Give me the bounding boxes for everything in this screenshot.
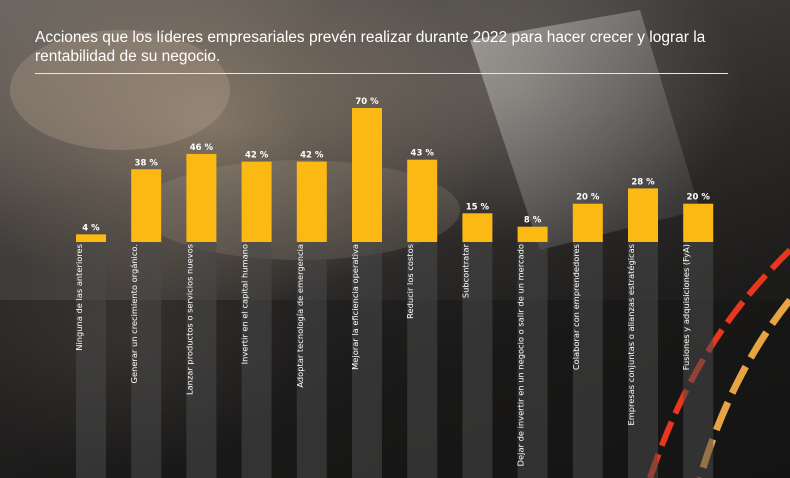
bar-shadow — [76, 242, 106, 478]
bar — [352, 108, 382, 242]
value-label: 20 % — [576, 193, 600, 203]
bar-shadow — [352, 242, 382, 478]
bar — [462, 213, 493, 242]
value-label: 15 % — [466, 202, 490, 212]
bar — [517, 226, 548, 242]
value-label: 28 % — [631, 177, 655, 187]
bar-group: 4 % Ninguna de las anteriores 38 % Generar … — [74, 97, 714, 478]
bar-shadow — [628, 242, 658, 478]
category-label: Colaborar con emprendedores — [571, 244, 581, 370]
bar-shadow — [407, 242, 438, 478]
value-label: 42 % — [300, 151, 324, 161]
bar-shadow — [296, 242, 327, 478]
bar — [683, 203, 714, 242]
value-label: 8 % — [524, 216, 542, 226]
category-label: Generar un crecimiento orgánico. — [129, 244, 139, 383]
bar — [296, 161, 327, 242]
title-divider — [35, 73, 728, 74]
light-trail-red — [647, 247, 790, 478]
category-label: Adoptar tecnología de emergencia — [295, 244, 305, 388]
category-label: Empresas conjuntas o alianzas estratégic… — [626, 244, 636, 426]
value-label: 4 % — [82, 223, 100, 233]
value-label: 42 % — [245, 151, 269, 161]
bar-shadow — [241, 242, 272, 478]
category-label: Invertir en el capital humano — [240, 244, 250, 364]
value-label: 20 % — [687, 193, 711, 203]
bar — [628, 188, 658, 242]
category-label: Dejar de invertir en un negocio o salir … — [516, 244, 526, 466]
category-label: Subcontratar — [460, 243, 470, 298]
value-label: 46 % — [190, 143, 214, 153]
category-label: Ninguna de las anteriores — [74, 244, 84, 351]
value-label: 38 % — [135, 158, 159, 168]
bar — [407, 159, 438, 242]
value-label: 43 % — [411, 149, 435, 159]
chart-title: Acciones que los líderes empresariales p… — [35, 29, 706, 65]
bar — [241, 161, 272, 242]
bar-shadow — [517, 242, 548, 478]
bar — [131, 169, 162, 242]
bar-shadow — [462, 242, 493, 478]
bar-shadow — [683, 242, 714, 478]
bar — [572, 203, 603, 242]
bar — [186, 153, 217, 242]
bar-shadow — [572, 242, 603, 478]
bar — [76, 234, 106, 242]
bar-shadow — [131, 242, 162, 478]
bar-shadow — [186, 242, 217, 478]
category-label: Mejorar la eficiencia operativa — [350, 244, 360, 370]
value-label: 70 % — [355, 97, 379, 107]
category-label: Fusiones y adquisiciones (FyA) — [681, 244, 691, 370]
hand-shape — [10, 30, 230, 150]
category-label: Reducir los costos — [405, 244, 415, 319]
category-label: Lanzar productos o servicios nuevos — [184, 244, 194, 395]
